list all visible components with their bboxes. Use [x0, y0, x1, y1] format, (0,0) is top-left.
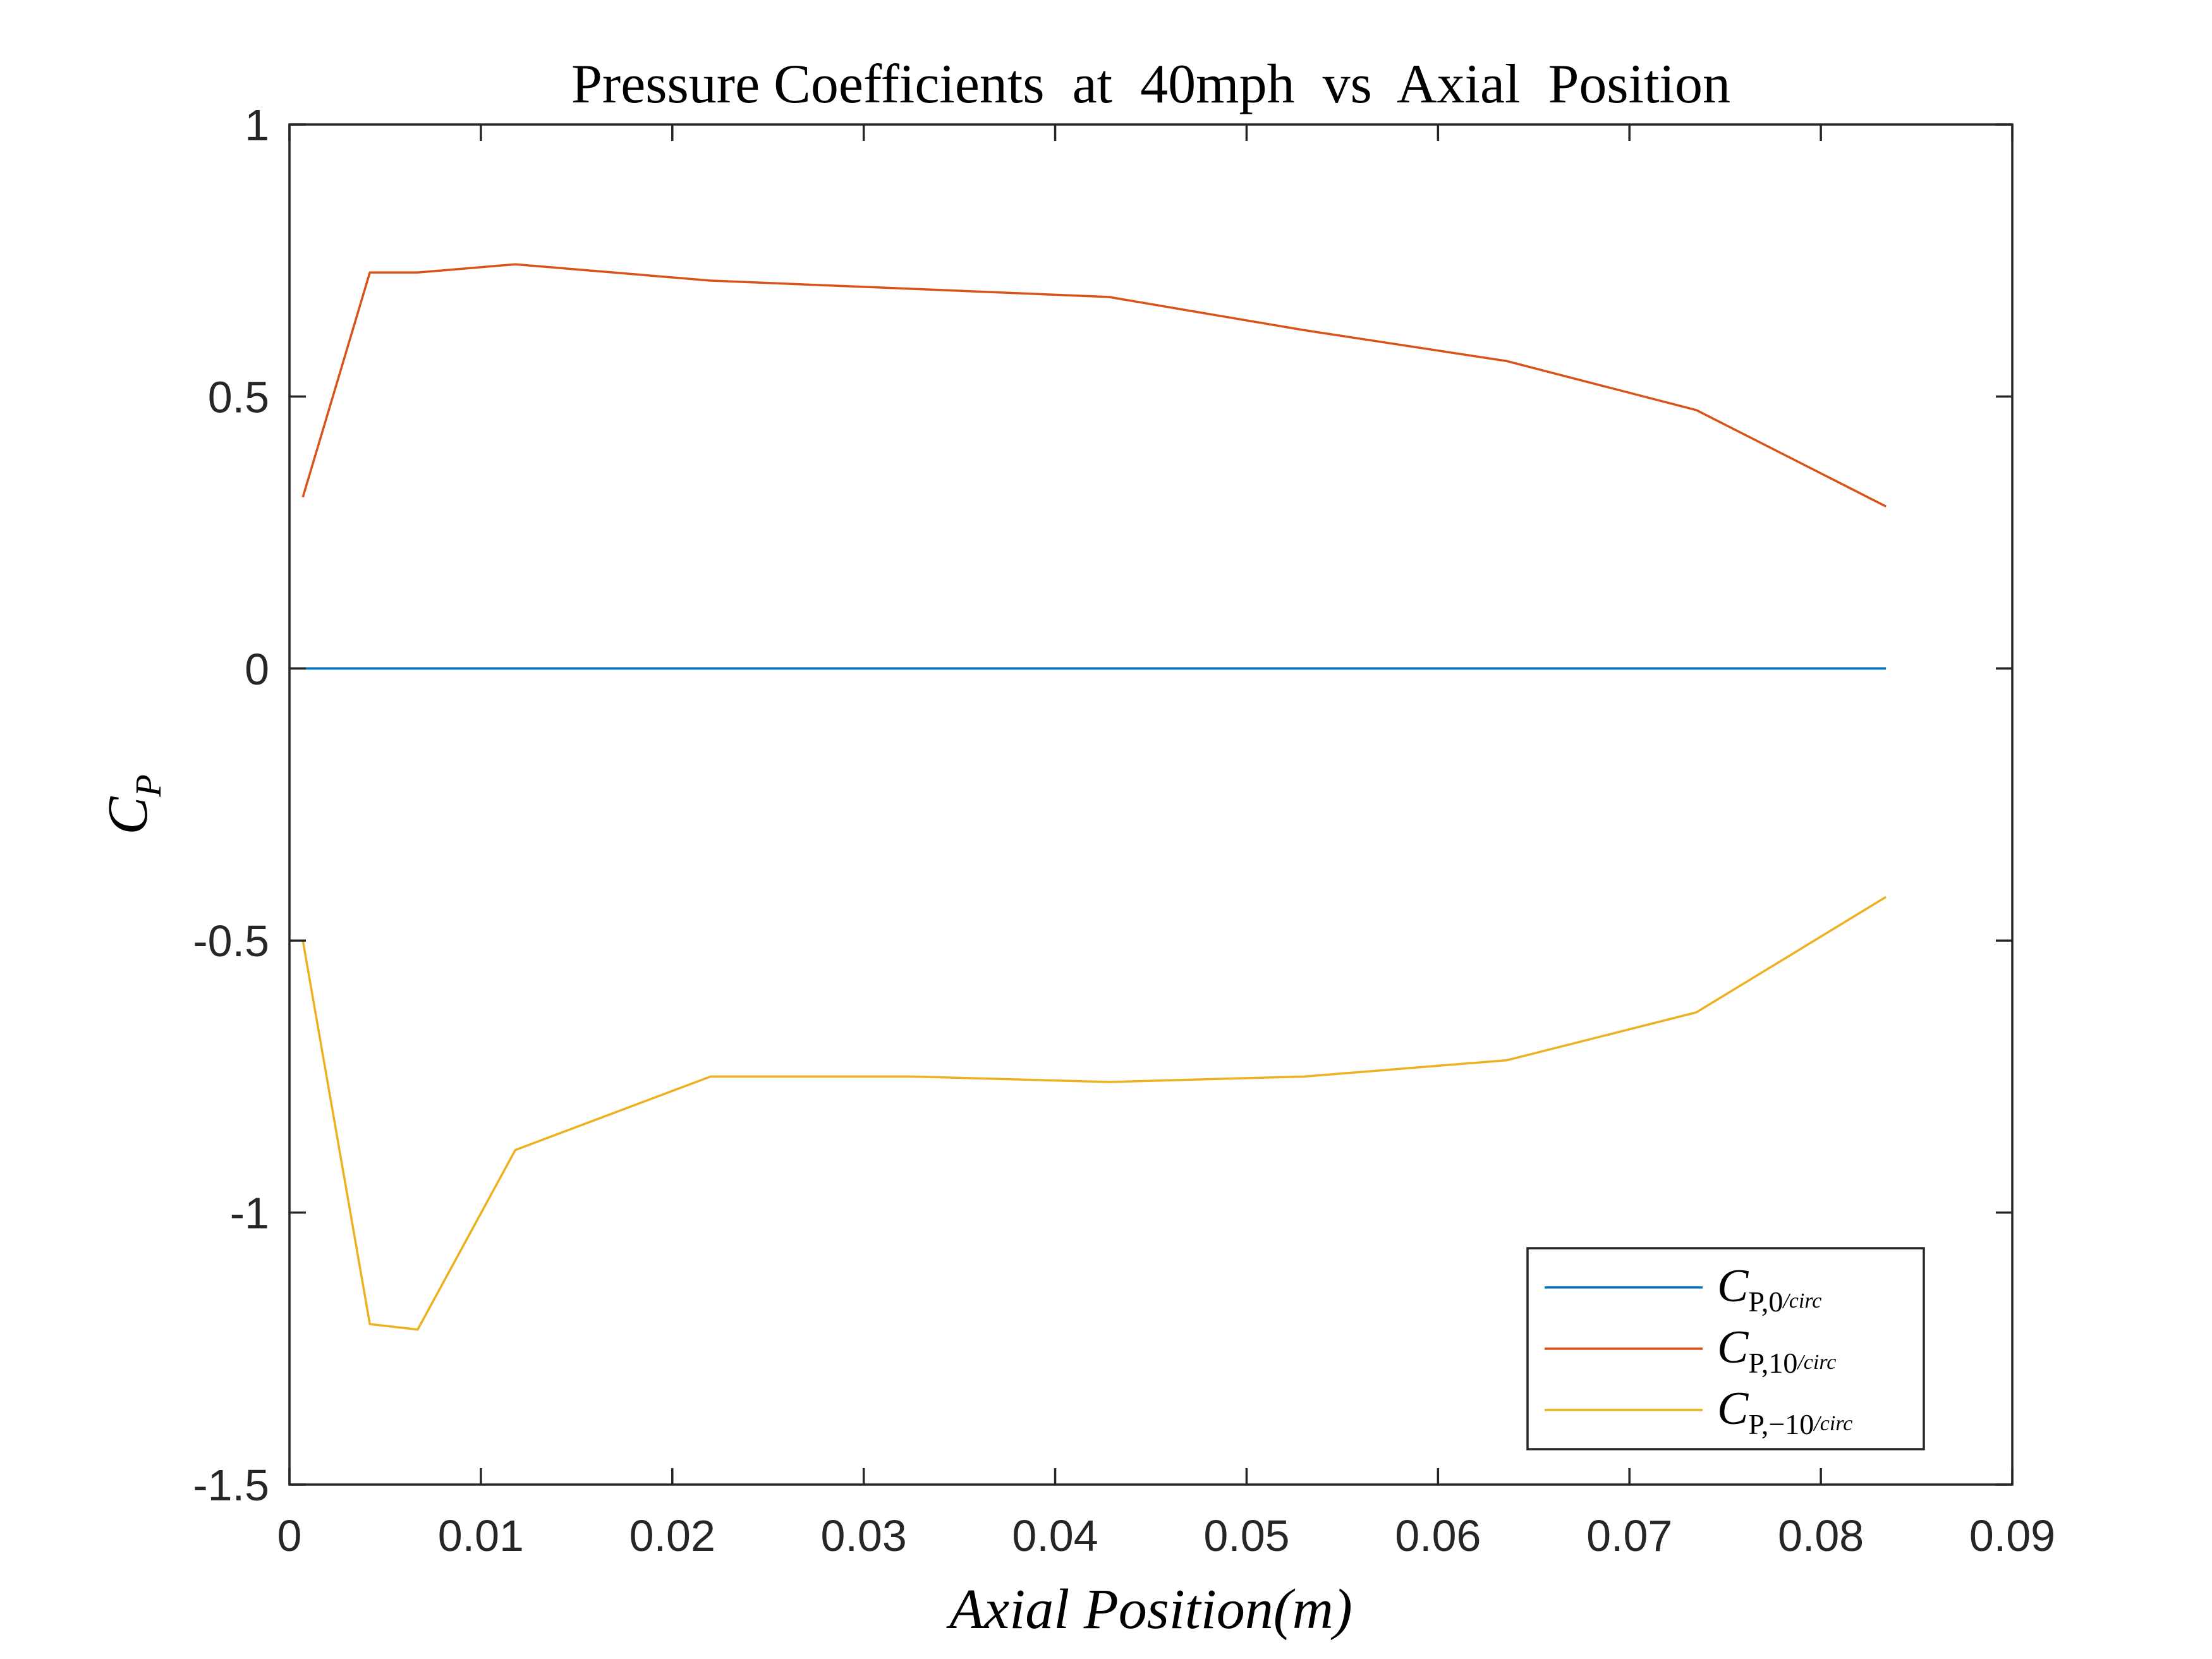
x-tick-label: 0.06: [1395, 1511, 1481, 1560]
y-axis-label: CP: [97, 774, 169, 834]
x-tick-label: 0.03: [821, 1511, 907, 1560]
legend-label-0: CP,0/circ: [1717, 1260, 1821, 1318]
x-tick-label: 0.09: [1969, 1511, 2055, 1560]
x-tick-label: 0: [277, 1511, 302, 1560]
y-tick-label: -1.5: [193, 1461, 269, 1510]
x-tick-label: 0.05: [1203, 1511, 1289, 1560]
series-line-2: [301, 896, 1887, 1331]
x-tick-label: 0.04: [1012, 1511, 1098, 1560]
legend-label-1: CP,10/circ: [1717, 1322, 1836, 1379]
y-tick-label: 0.5: [208, 372, 269, 422]
x-tick-label: 0.02: [629, 1511, 715, 1560]
y-axis-label-sub: P: [128, 774, 169, 797]
legend-label-2: CP,−10/circ: [1717, 1383, 1852, 1440]
y-tick-label: 0: [245, 645, 269, 694]
axes-frame: [288, 123, 2014, 1486]
y-tick-label: 1: [245, 100, 269, 150]
x-tick-label: 0.01: [438, 1511, 524, 1560]
x-axis-label: Axial Position(m): [946, 1578, 1352, 1641]
series-line-1: [301, 263, 1887, 507]
x-tick-label: 0.07: [1586, 1511, 1672, 1560]
y-tick-label: -0.5: [193, 916, 269, 966]
y-tick-label: -1: [230, 1189, 269, 1238]
chart-title: Pressure Coefficients at 40mph vs Axial …: [571, 54, 1730, 115]
y-axis-label-main: C: [97, 796, 159, 835]
x-tick-label: 0.08: [1778, 1511, 1864, 1560]
ticks-layer: 0 0.01 0.02 0.03 0.04 0.05 0.06 0.07 0.08 0.09 1 0.…: [193, 100, 2055, 1560]
series-layer: [301, 263, 1887, 1331]
